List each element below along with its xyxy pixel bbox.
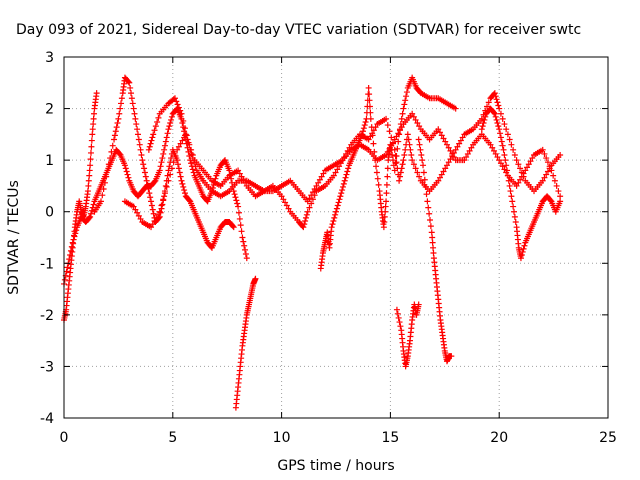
x-tick-label: 0 <box>60 430 69 446</box>
y-tick-label: 1 <box>45 153 54 169</box>
y-axis-label: SDTVAR / TECUs <box>6 180 22 295</box>
y-tick-label: -2 <box>40 308 54 324</box>
plot-frame <box>63 56 609 419</box>
series-arc-10 <box>478 105 564 262</box>
y-tick-label: -4 <box>40 411 54 427</box>
series-arc-6 <box>232 275 259 411</box>
y-tick-label: 3 <box>45 50 54 66</box>
series-arc-7 <box>317 74 459 272</box>
chart-title: Day 093 of 2021, Sidereal Day-to-day VTE… <box>16 22 581 38</box>
x-axis-ticks: 0 5 10 15 20 25 <box>60 57 617 446</box>
data-series <box>61 74 564 411</box>
y-tick-label: 2 <box>45 102 54 118</box>
y-axis-ticks: -4 -3 -2 -1 0 1 2 3 <box>40 50 608 427</box>
y-tick-label: 0 <box>45 205 54 221</box>
grid-lines <box>64 57 608 418</box>
x-tick-label: 5 <box>168 430 177 446</box>
series-arc-8 <box>393 301 422 370</box>
y-tick-label: -3 <box>40 359 54 375</box>
x-axis-label: GPS time / hours <box>277 458 394 474</box>
x-tick-label: 25 <box>599 430 617 446</box>
y-tick-label: -1 <box>40 256 54 272</box>
x-tick-label: 10 <box>273 430 291 446</box>
series-arc-9 <box>415 136 455 365</box>
x-tick-label: 15 <box>381 430 399 446</box>
x-tick-label: 20 <box>490 430 508 446</box>
series-arc-5 <box>121 90 564 231</box>
